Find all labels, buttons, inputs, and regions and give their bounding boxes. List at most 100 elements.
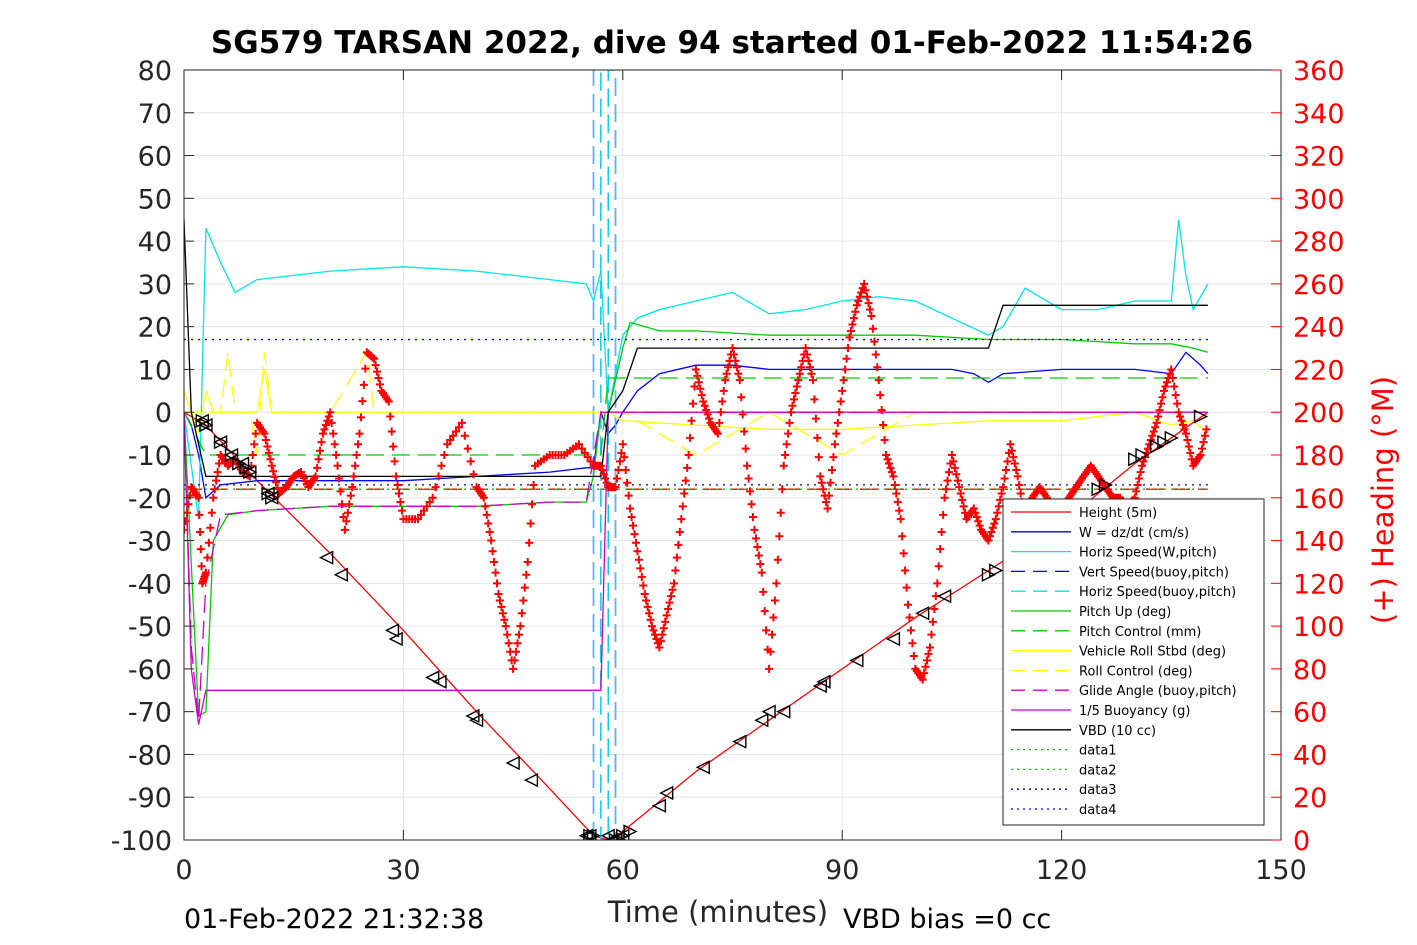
- heading-point: [1170, 382, 1179, 391]
- y2-tick-label: 220: [1293, 355, 1345, 386]
- heading-point: [273, 483, 282, 492]
- series-line: [184, 219, 1209, 520]
- heading-point: [898, 532, 907, 541]
- triangle-left-marker: [578, 828, 593, 840]
- heading-point: [457, 418, 466, 427]
- heading-point: [804, 356, 813, 365]
- heading-point: [498, 609, 507, 618]
- heading-point: [655, 643, 664, 652]
- heading-point: [792, 382, 801, 391]
- y-tick-label: -70: [128, 698, 172, 729]
- heading-point: [665, 598, 674, 607]
- heading-point: [495, 596, 504, 605]
- heading-point: [1159, 386, 1168, 395]
- triangle-left-marker: [915, 606, 930, 621]
- heading-point: [526, 519, 535, 528]
- y2-tick-label: 160: [1293, 484, 1345, 515]
- triangle-right-marker: [1157, 435, 1172, 450]
- triangle-right-marker: [1135, 447, 1150, 463]
- heading-point: [266, 455, 275, 464]
- heading-point: [601, 474, 610, 483]
- heading-point: [528, 500, 537, 509]
- heading-layer: [184, 279, 1211, 684]
- heading-point: [574, 440, 583, 449]
- heading-point: [684, 451, 693, 459]
- heading-point: [864, 299, 873, 308]
- heading-point: [624, 491, 633, 500]
- heading-point: [999, 483, 1008, 492]
- heading-point: [356, 413, 365, 422]
- legend-label: Pitch Up (deg): [1079, 605, 1171, 620]
- heading-point: [1196, 451, 1205, 459]
- heading-point: [491, 568, 500, 577]
- heading-point: [846, 326, 855, 335]
- heading-point: [197, 562, 206, 571]
- heading-point: [509, 664, 518, 673]
- heading-point: [1161, 382, 1170, 391]
- heading-point: [1157, 399, 1166, 408]
- heading-point: [873, 363, 882, 372]
- y2-tick-label: 120: [1293, 569, 1345, 600]
- heading-point: [753, 542, 762, 551]
- heading-point: [789, 395, 798, 404]
- heading-point: [485, 528, 494, 536]
- heading-point: [750, 525, 759, 534]
- heading-point: [332, 451, 341, 459]
- triangle-left-marker: [849, 653, 864, 668]
- heading-point: [596, 461, 605, 470]
- series-line: [184, 219, 1208, 478]
- heading-point: [816, 472, 825, 481]
- heading-point: [460, 431, 469, 440]
- heading-point: [1007, 446, 1016, 455]
- heading-point: [729, 350, 738, 359]
- heading-point: [1016, 489, 1025, 498]
- heading-point: [529, 480, 538, 489]
- heading-point: [251, 429, 260, 438]
- heading-point: [782, 440, 791, 449]
- heading-point: [612, 474, 621, 483]
- chart-title: SG579 TARSAN 2022, dive 94 started 01-Fe…: [211, 25, 1253, 61]
- series-line: [184, 351, 1209, 500]
- heading-point: [744, 474, 753, 483]
- heading-point: [754, 551, 763, 560]
- legend-label: data4: [1079, 803, 1117, 818]
- heading-point: [855, 292, 864, 301]
- heading-point: [196, 545, 205, 554]
- heading-point: [1006, 440, 1015, 449]
- heading-point: [1165, 369, 1174, 378]
- heading-point: [1184, 442, 1193, 451]
- heading-point: [1135, 474, 1144, 483]
- heading-point: [819, 485, 828, 494]
- heading-point: [343, 508, 352, 517]
- heading-point: [697, 391, 706, 400]
- heading-point: [454, 423, 463, 432]
- footer-vbd-bias: VBD bias =0 cc: [843, 904, 1051, 935]
- heading-point: [652, 634, 661, 643]
- heading-point: [487, 536, 496, 545]
- x-tick-label: 150: [1255, 855, 1307, 886]
- triangle-right-marker: [261, 486, 276, 501]
- heading-point: [699, 397, 708, 406]
- heading-point: [956, 489, 965, 498]
- heading-point: [1152, 418, 1161, 427]
- triangle-left-marker: [505, 755, 520, 771]
- heading-point: [908, 639, 917, 648]
- heading-point: [1136, 468, 1145, 477]
- heading-point: [342, 517, 351, 526]
- y2-tick-label: 200: [1293, 398, 1345, 429]
- heading-point: [659, 624, 668, 633]
- heading-point: [942, 485, 951, 494]
- heading-point: [1013, 472, 1022, 481]
- heading-point: [672, 553, 681, 562]
- heading-point: [580, 448, 589, 457]
- y2-tick-label: 100: [1293, 612, 1345, 643]
- heading-point: [646, 615, 655, 624]
- heading-point: [1133, 480, 1142, 489]
- heading-point: [481, 502, 490, 511]
- triangle-left-marker: [333, 567, 348, 582]
- heading-point: [320, 425, 329, 434]
- heading-point: [1000, 474, 1009, 483]
- triangle-right-marker: [1091, 482, 1106, 497]
- heading-point: [371, 361, 380, 370]
- heading-point: [984, 536, 993, 545]
